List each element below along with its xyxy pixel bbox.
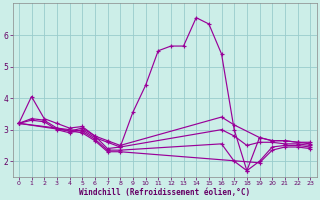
X-axis label: Windchill (Refroidissement éolien,°C): Windchill (Refroidissement éolien,°C) (79, 188, 250, 197)
